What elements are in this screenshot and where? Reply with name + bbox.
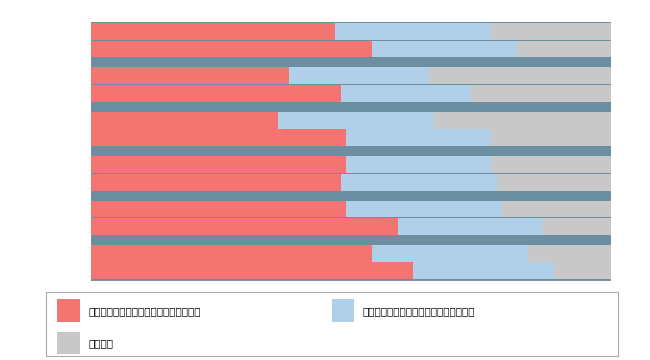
Bar <box>413 262 554 279</box>
Text: 知らない: 知らない <box>88 338 113 348</box>
Bar <box>91 129 346 146</box>
Bar <box>491 23 611 40</box>
Bar <box>497 174 611 191</box>
Bar <box>341 85 471 102</box>
Bar <box>289 67 429 84</box>
Bar <box>517 41 611 58</box>
Bar <box>91 67 289 84</box>
Bar <box>91 201 346 217</box>
Text: 聞いたことはあるが、内容は分からない: 聞いたことはあるが、内容は分からない <box>363 306 475 316</box>
Bar <box>346 129 491 146</box>
Bar <box>91 85 341 102</box>
Bar <box>528 245 611 262</box>
Text: 聞いたことがあり、内容を理解している: 聞いたことがあり、内容を理解している <box>88 306 201 316</box>
Bar <box>91 23 335 40</box>
Bar <box>429 67 611 84</box>
Bar <box>346 156 491 173</box>
FancyBboxPatch shape <box>332 300 354 322</box>
Bar <box>543 218 611 235</box>
FancyBboxPatch shape <box>57 332 80 355</box>
Bar <box>91 156 346 173</box>
Bar <box>502 201 611 217</box>
Bar <box>372 245 528 262</box>
Bar <box>398 218 543 235</box>
Bar <box>554 262 611 279</box>
Bar <box>91 218 398 235</box>
Bar <box>346 201 502 217</box>
Bar <box>491 156 611 173</box>
Bar <box>434 112 611 129</box>
Bar <box>91 174 341 191</box>
Bar <box>471 85 611 102</box>
Text: 100（%）: 100（%） <box>619 278 650 288</box>
Bar <box>335 23 491 40</box>
Bar <box>91 41 372 58</box>
Bar <box>91 112 278 129</box>
FancyBboxPatch shape <box>57 300 80 322</box>
Bar <box>372 41 517 58</box>
Bar <box>278 112 434 129</box>
Bar <box>491 129 611 146</box>
Bar <box>91 262 413 279</box>
Bar <box>91 245 372 262</box>
Bar <box>341 174 497 191</box>
